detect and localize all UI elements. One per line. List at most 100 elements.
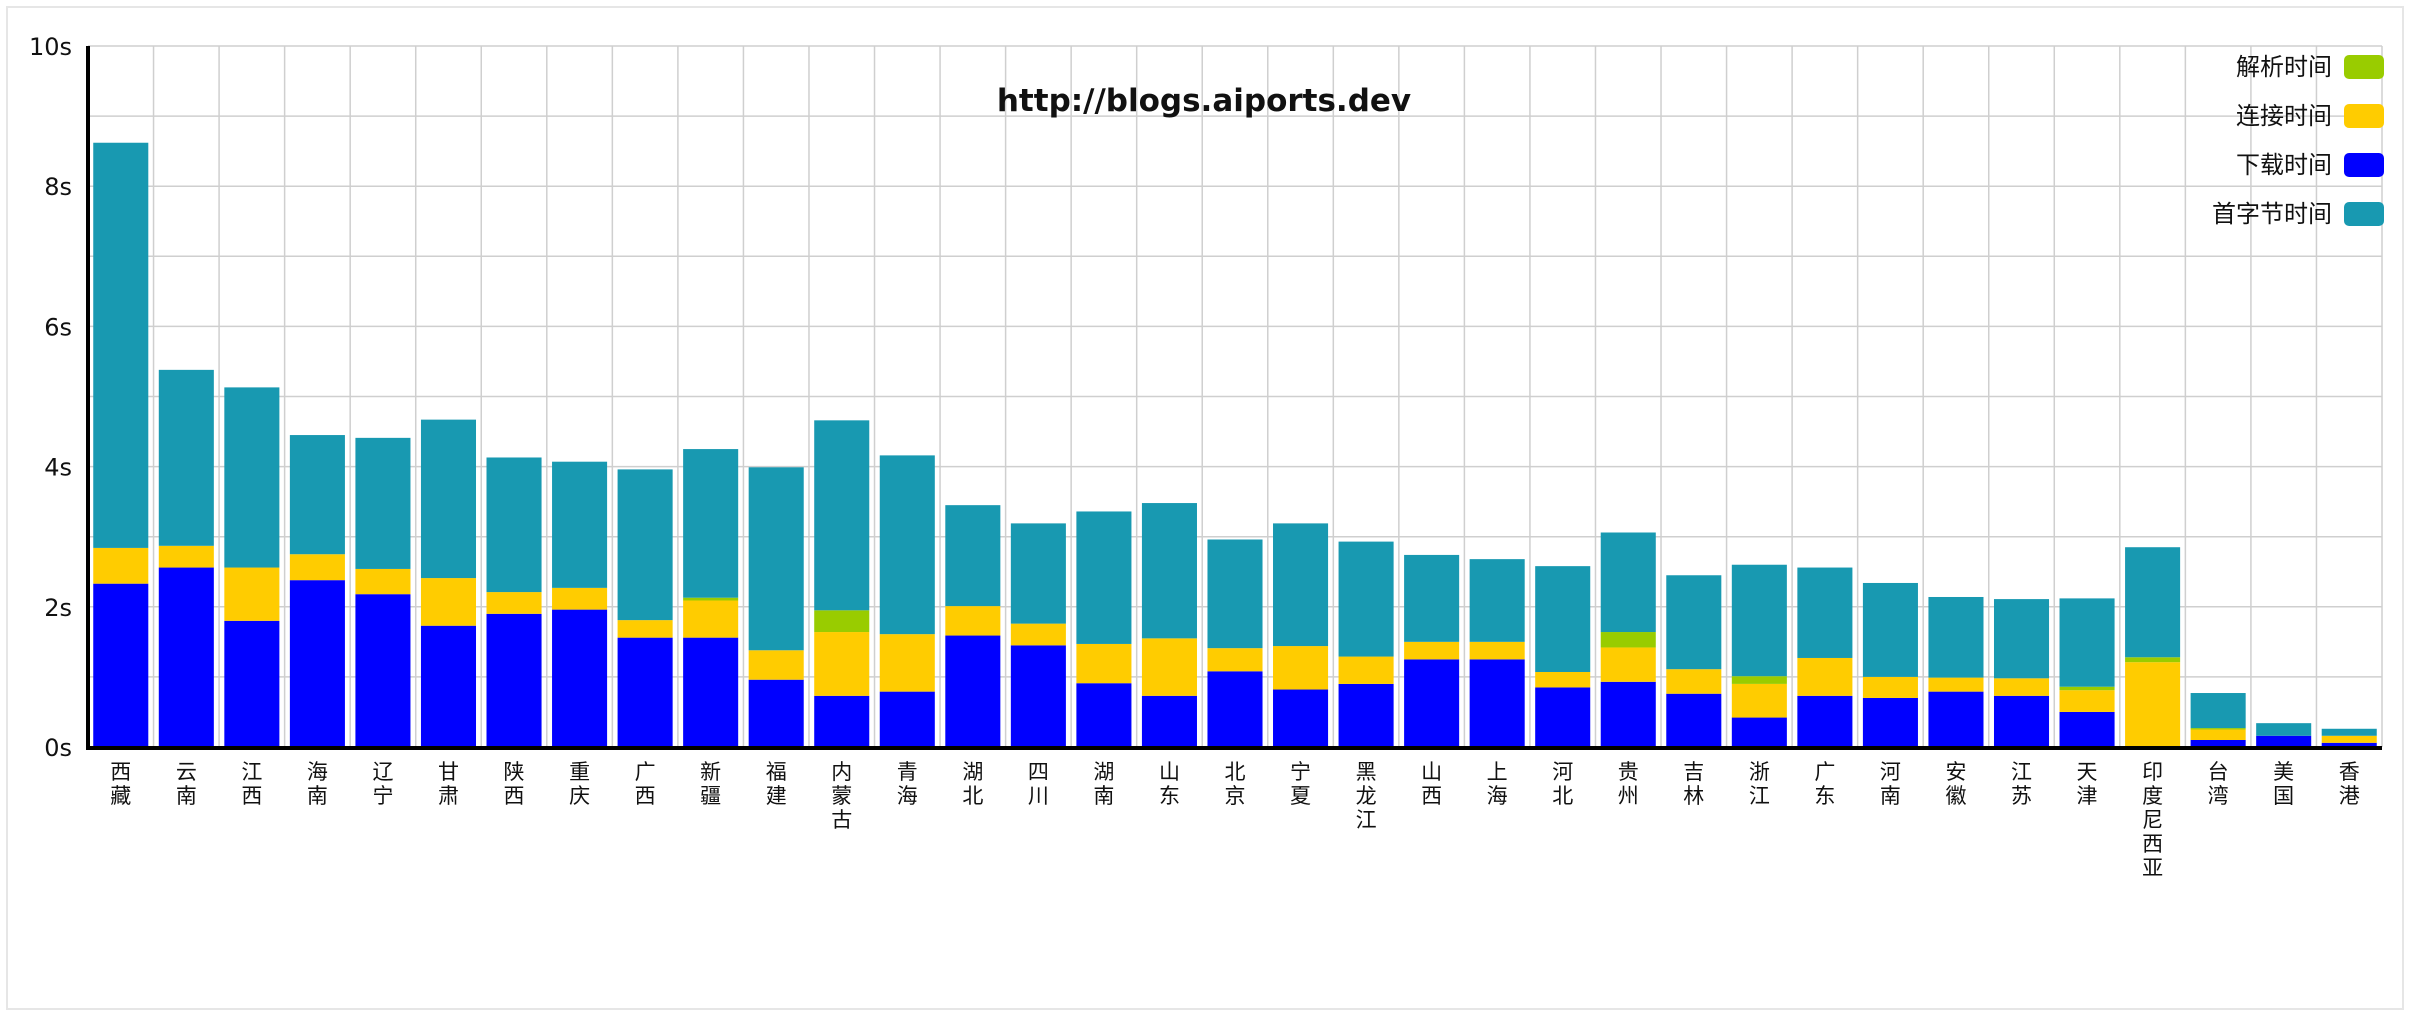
bar-segment (1141, 638, 1197, 696)
bar-segment (1338, 683, 1394, 747)
bar-segment (1797, 657, 1853, 696)
legend-label: 下载时间 (2236, 151, 2332, 179)
bar-segment (355, 568, 411, 595)
legend-label: 连接时间 (2236, 102, 2332, 130)
bar-segment (1731, 564, 1787, 677)
bar-segment (1600, 532, 1656, 633)
bar-segment (1993, 599, 2050, 679)
bar-segment (1076, 511, 1132, 644)
bar-segment (224, 567, 280, 621)
y-axis-ticks: 0s 2s 4s 6s 8s 10s (29, 33, 72, 762)
bar-segment (617, 469, 673, 621)
bar-segment (683, 597, 739, 601)
bar-segment (1207, 648, 1263, 672)
bar-segment (1666, 693, 1722, 747)
bar-segment (1273, 523, 1329, 647)
bar-segment (2190, 739, 2246, 747)
bar-segment (224, 387, 280, 568)
bar-segment (552, 461, 608, 588)
bar-segment (1141, 503, 1197, 639)
bar-segment (1338, 656, 1394, 684)
bar-segment (945, 635, 1001, 747)
category-label: 四川 (1028, 760, 1049, 808)
category-label: 印度尼西亚 (2142, 760, 2163, 880)
bar-segment (158, 567, 214, 747)
bar-segment (617, 620, 673, 638)
bar-segment (420, 578, 477, 626)
bar-segment (1404, 554, 1460, 642)
bar-segment (1600, 632, 1656, 648)
bar-segment (1600, 647, 1656, 682)
bar-segment (1862, 697, 1918, 747)
bar-segment (1600, 681, 1656, 747)
legend-swatch (2344, 202, 2384, 226)
bar-segment (2125, 547, 2181, 658)
category-label: 广东 (1814, 760, 1835, 808)
bar-segment (1928, 691, 1984, 747)
bar-segment (2059, 598, 2115, 687)
bar-segment (93, 583, 149, 747)
bar-segment (2190, 728, 2246, 730)
category-label: 美国 (2273, 760, 2294, 808)
bar-segment (814, 695, 870, 747)
category-label: 福建 (766, 760, 787, 808)
bar-segment (2321, 728, 2377, 736)
bar-segment (486, 592, 542, 614)
bar-segment (879, 634, 935, 692)
category-label: 山东 (1159, 760, 1180, 808)
bar-segment (486, 613, 542, 747)
bar-segment (1404, 641, 1460, 660)
category-label: 陕西 (504, 760, 525, 808)
bar-segment (1207, 671, 1263, 747)
bar-segment (748, 467, 804, 651)
category-label: 云南 (176, 760, 197, 808)
category-label: 河北 (1552, 760, 1573, 808)
bar-segment (1731, 676, 1787, 684)
bar-segment (355, 594, 411, 747)
bar-segment (2125, 657, 2181, 663)
bar-segment (2059, 690, 2115, 712)
bar-segment (2321, 735, 2377, 743)
bar-segment (1076, 643, 1132, 684)
bar-segment (748, 650, 804, 680)
category-label: 吉林 (1683, 760, 1704, 808)
y-tick-label: 0s (44, 734, 72, 762)
bar-segment (2256, 735, 2312, 747)
bar-segment (1666, 575, 1722, 670)
bar-segment (1862, 582, 1918, 677)
category-label: 安徽 (1945, 760, 1966, 808)
bar-segment (2190, 729, 2246, 740)
y-tick-label: 8s (44, 173, 72, 201)
bar-segment (1469, 659, 1525, 747)
bar-segment (2125, 662, 2181, 747)
category-label: 湖南 (1093, 760, 1114, 808)
bar-segment (1338, 541, 1394, 657)
bar-segment (289, 580, 345, 747)
bar-segment (1797, 695, 1853, 747)
category-label: 新疆 (700, 760, 721, 808)
bar-segment (552, 587, 608, 610)
category-label: 重庆 (569, 760, 590, 808)
bar-segment (1993, 678, 2050, 696)
bar-segment (945, 606, 1001, 636)
bar-segment (1469, 559, 1525, 642)
y-tick-label: 6s (44, 313, 72, 341)
bar-segment (93, 142, 149, 548)
bar-segment (2059, 686, 2115, 691)
category-label: 甘肃 (438, 760, 459, 808)
bar-segment (1469, 641, 1525, 660)
legend-swatch (2344, 55, 2384, 79)
bar-segment (486, 457, 542, 593)
bars (93, 142, 2377, 747)
y-tick-label: 10s (29, 33, 72, 61)
bar-segment (1273, 646, 1329, 690)
category-label: 青海 (897, 760, 918, 808)
category-label: 江西 (241, 760, 262, 808)
bar-segment (355, 437, 411, 569)
category-label: 山西 (1421, 760, 1442, 808)
axes (86, 46, 2382, 750)
bar-segment (1731, 683, 1787, 718)
bar-segment (224, 620, 280, 747)
